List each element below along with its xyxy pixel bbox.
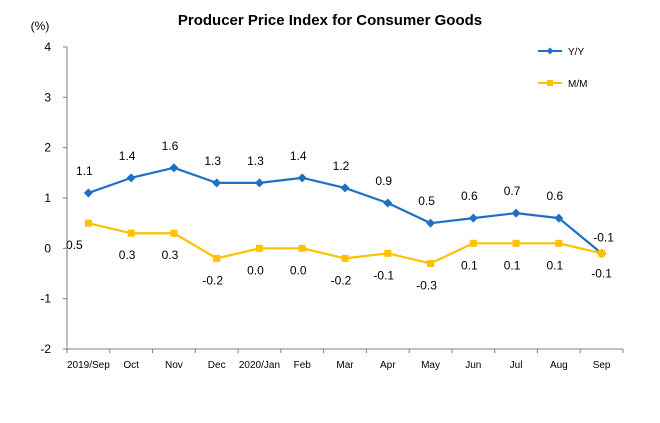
- legend-marker: [546, 47, 554, 55]
- x-tick-label: Feb: [294, 360, 312, 371]
- data-point-marker: [598, 249, 606, 257]
- data-point-marker: [212, 178, 222, 188]
- data-label: 1.2: [333, 159, 350, 173]
- data-point-marker: [383, 198, 393, 208]
- x-tick-label: Apr: [380, 360, 396, 371]
- x-tick-label: Mar: [336, 360, 354, 371]
- chart-title: Producer Price Index for Consumer Goods: [177, 12, 483, 29]
- y-axis-unit-label: (%): [31, 19, 50, 33]
- data-label: -0.2: [202, 273, 223, 287]
- data-point-marker: [298, 244, 306, 252]
- x-tick-label: May: [421, 360, 440, 371]
- y-tick-label: 1: [44, 191, 51, 205]
- data-point-marker: [427, 259, 435, 267]
- legend: Y/Y M/M: [538, 47, 587, 90]
- data-point-marker: [469, 239, 477, 247]
- data-labels-layer: 1.1 1.4 1.6 1.3 1.3 1.4 1.2 0.9 0.5 0.6 0.7 0.6 -0.1…: [66, 139, 614, 293]
- data-label: 0.3: [119, 248, 136, 262]
- data-label: 1.1: [76, 164, 93, 178]
- data-label: 1.3: [204, 154, 221, 168]
- y-tick-label: 4: [44, 40, 51, 54]
- data-point-marker: [213, 254, 221, 262]
- data-point-marker: [554, 213, 564, 223]
- x-tick-label: Sep: [593, 360, 611, 371]
- data-label: 0.6: [461, 189, 478, 203]
- data-label: 0.0: [290, 263, 307, 277]
- data-label: 0.5: [66, 238, 83, 252]
- data-label: 1.3: [247, 154, 264, 168]
- data-point-marker: [83, 188, 93, 198]
- data-label: 0.1: [547, 258, 564, 272]
- data-point-marker: [170, 229, 178, 237]
- data-label: 0.9: [375, 174, 392, 188]
- data-point-marker: [169, 163, 179, 173]
- series-line-yy: [88, 166, 603, 255]
- legend-label: Y/Y: [568, 47, 584, 58]
- data-label: 1.6: [162, 139, 179, 153]
- legend-label: M/M: [568, 79, 587, 90]
- data-label: -0.1: [593, 230, 614, 244]
- data-point-marker: [341, 254, 349, 262]
- data-label: 0.6: [547, 189, 564, 203]
- data-point-marker: [340, 183, 350, 193]
- data-point-marker: [255, 244, 263, 252]
- data-point-marker: [555, 239, 563, 247]
- data-point-marker: [84, 219, 92, 227]
- data-label: 1.4: [290, 149, 307, 163]
- x-tick-label: 2019/Sep: [67, 360, 110, 371]
- data-label: 0.1: [504, 258, 521, 272]
- data-label: 0.7: [504, 184, 521, 198]
- data-point-marker: [297, 173, 307, 183]
- data-label: 0.5: [418, 194, 435, 208]
- y-tick-label: -1: [40, 292, 51, 306]
- x-tick-label: Jun: [465, 360, 481, 371]
- x-tick-label: Nov: [165, 360, 183, 371]
- data-point-marker: [512, 239, 520, 247]
- data-label: -0.2: [331, 273, 352, 287]
- y-tick-label: -2: [40, 342, 51, 356]
- data-point-marker: [127, 229, 135, 237]
- data-point-marker: [254, 178, 264, 188]
- data-point-marker: [468, 213, 478, 223]
- x-tick-label: Dec: [208, 360, 226, 371]
- y-tick-label: 0: [44, 241, 51, 255]
- data-label: -0.1: [591, 266, 612, 280]
- data-point-marker: [426, 218, 436, 228]
- data-label: 1.4: [119, 149, 136, 163]
- data-point-marker: [384, 249, 392, 257]
- x-tick-label: Jul: [510, 360, 523, 371]
- axes: -2 -1 0 1 2 3 4 2019/Sep Oct Nov Dec 2020/Jan Feb Mar…: [40, 40, 624, 371]
- y-tick-label: 3: [44, 90, 51, 104]
- data-label: 0.3: [162, 248, 179, 262]
- x-tick-label: 2020/Jan: [239, 360, 280, 371]
- y-tick-label: 2: [44, 141, 51, 155]
- data-label: 0.1: [461, 258, 478, 272]
- data-label: 0.0: [247, 263, 264, 277]
- data-point-marker: [126, 173, 136, 183]
- x-tick-label: Oct: [123, 360, 139, 371]
- series-layer: [83, 163, 607, 267]
- data-label: -0.1: [373, 268, 394, 282]
- x-tick-label: Aug: [550, 360, 568, 371]
- data-label: -0.3: [416, 278, 437, 292]
- legend-marker: [547, 80, 553, 86]
- data-point-marker: [511, 208, 521, 218]
